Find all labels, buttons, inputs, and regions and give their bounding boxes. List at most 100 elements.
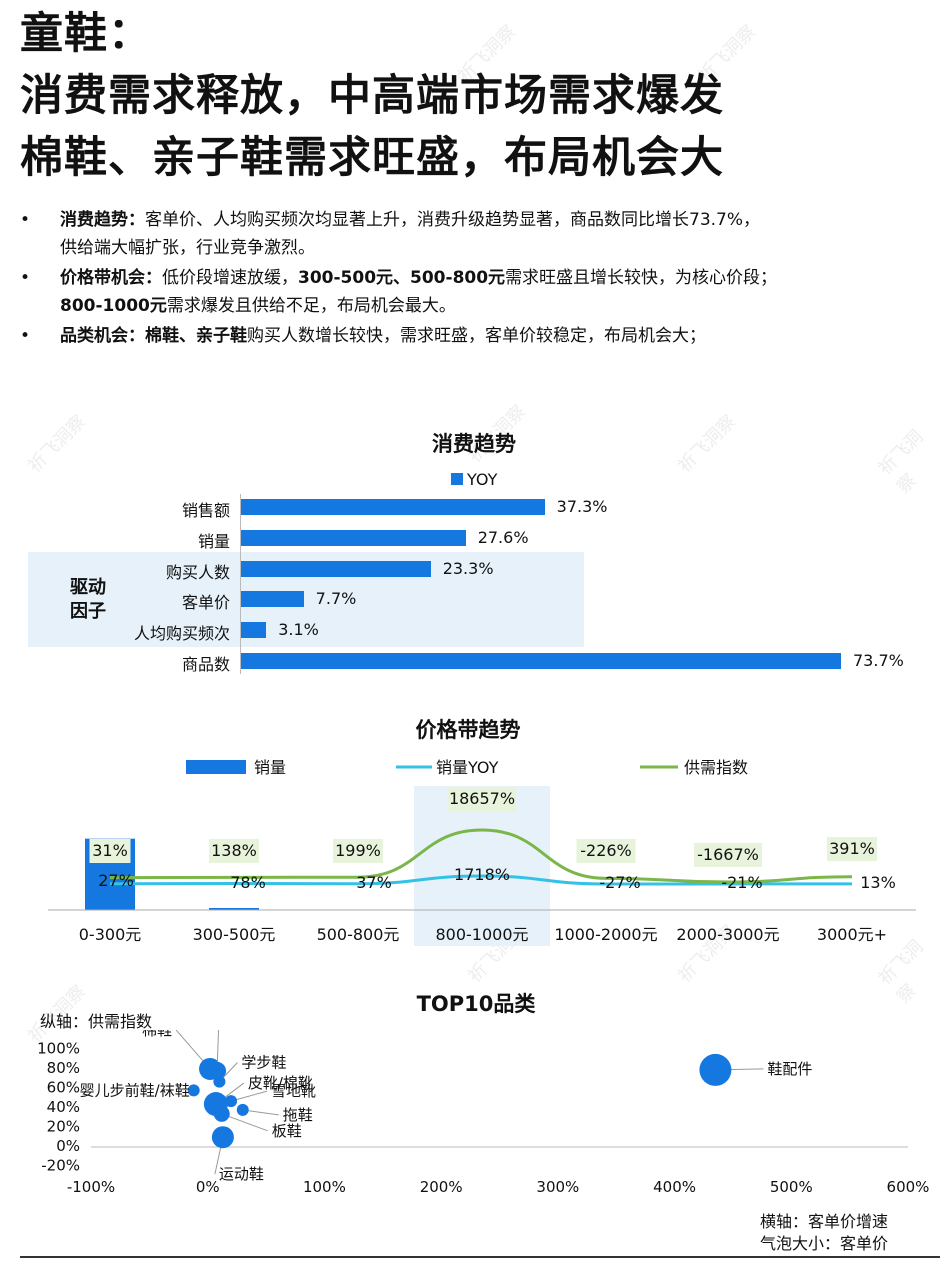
chart1-bar [241, 560, 431, 577]
chart3-x-tick: 0% [196, 1178, 220, 1196]
bullet-heading: 品类机会： [60, 326, 145, 346]
chart3-x-tick: -100% [67, 1178, 115, 1196]
chart3-svg: 100%80%60%40%20%0%-20%-100% 0% 100% 200% 300… [37, 1030, 930, 1196]
chart3-size-label: 气泡大小：客单价 [760, 1234, 889, 1253]
bullet-dot: • [20, 210, 31, 230]
chart2-supply-label: -226% [580, 841, 632, 860]
chart2-svg: 销量 销量YOY 供需指数 31% 138% 199% 18657% -226% -1667% 3… [48, 758, 916, 946]
chart2-legend-swatch-bar [186, 760, 246, 774]
bullet-heading: 消费趋势： [60, 210, 145, 230]
chart1-bar [241, 499, 545, 515]
chart3-bubble-label: 棉鞋 [142, 1030, 172, 1039]
chart3-bubble-label: 拖鞋 [283, 1106, 313, 1124]
bullet-heading: 价格带机会： [60, 268, 162, 288]
summary-bullets: • 消费趋势：客单价、人均购买频次均显著上升，消费升级趋势显著，商品数同比增长7… [20, 206, 930, 350]
chart2-category-label: 0-300元 [79, 925, 142, 944]
chart2-category-label: 2000-3000元 [676, 925, 779, 944]
bullet-text-bold: 棉鞋、亲子鞋 [145, 326, 247, 346]
chart3-callout-line [242, 1109, 279, 1116]
chart3-y-tick: -20% [41, 1157, 80, 1175]
chart2-line-yoy [109, 874, 853, 886]
chart1-value-label: 23.3% [442, 558, 494, 578]
chart3-bubble-label: 雪地靴 [271, 1082, 316, 1100]
chart3-bubble-label: 婴儿步前鞋/袜鞋 [80, 1081, 190, 1099]
bullet-text: 低价段增速放缓， [162, 268, 298, 288]
chart2-category-label: 500-800元 [317, 925, 400, 944]
chart3-y-tick: 100% [37, 1040, 80, 1058]
chart2-supply-label: 31% [92, 841, 128, 860]
chart2-yoy-label: 78% [230, 873, 266, 892]
chart2-yoy-label: 13% [860, 873, 896, 892]
driver-factor-label: 驱动因子 [70, 577, 106, 622]
chart3-bubble [208, 1061, 227, 1080]
chart1-bar [241, 529, 466, 546]
chart2-legend-label: 销量 [254, 758, 286, 777]
chart3-callout-line [230, 1090, 268, 1102]
chart2-category-label: 300-500元 [193, 925, 276, 944]
chart3-x-tick: 600% [887, 1178, 930, 1196]
bullet-text: 客单价、人均购买频次均显著上升，消费升级趋势显著，商品数同比增长73.7%， [145, 210, 761, 230]
chart2-supply-label: 199% [335, 841, 381, 860]
chart1-category-label: 购买人数 [165, 562, 230, 582]
chart1-value-label: 73.7% [853, 651, 904, 670]
chart3-y-tick: 60% [47, 1079, 80, 1097]
chart2-bar [209, 908, 259, 910]
chart3-x-axis-label: 横轴：客单价增速 [760, 1212, 889, 1231]
chart2-supply-label-bg [448, 787, 516, 811]
chart2-line-supply-demand [109, 828, 853, 884]
chart3-bubble-label: 运动鞋 [219, 1165, 264, 1183]
chart3-bubble [236, 1103, 249, 1116]
chart1-bar [241, 622, 267, 639]
chart2-supply-label: 18657% [449, 789, 515, 808]
chart1-bar [241, 591, 304, 608]
chart1-value-label: 7.7% [315, 589, 357, 609]
chart2-highlight-column [414, 786, 550, 946]
chart3-bubble [213, 1075, 226, 1088]
bullet-dot: • [20, 268, 31, 288]
chart3-x-tick: 100% [303, 1178, 346, 1196]
chart2-yoy-label: 37% [356, 873, 392, 892]
chart3-bubble [699, 1053, 732, 1086]
chart3-bubble-label: 鞋配件 [767, 1060, 812, 1078]
chart1-value-label: 3.1% [278, 620, 319, 640]
chart1-legend-swatch [451, 473, 463, 485]
chart3-bubble [187, 1084, 200, 1097]
chart3-x-tick: 500% [770, 1178, 813, 1196]
chart1-category-label: 客单价 [181, 593, 230, 613]
chart2-supply-label: 391% [829, 839, 875, 858]
chart2-supply-label-bg [576, 839, 636, 863]
chart2-legend-label: 供需指数 [684, 758, 748, 777]
chart3-bubble-label: 板鞋 [272, 1122, 302, 1140]
watermark-text: 祈飞洞察 [874, 426, 928, 498]
chart3-callout-line [221, 1113, 268, 1132]
chart2-yoy-label: 1718% [454, 865, 510, 884]
chart2-supply-label-bg [333, 839, 383, 863]
chart3-x-tick: 400% [653, 1178, 696, 1196]
chart3-x-tick: 300% [536, 1178, 579, 1196]
bullet-category: • 品类机会：棉鞋、亲子鞋购买人数增长较快，需求旺盛，客单价较稳定，布局机会大； [20, 322, 930, 350]
chart3-y-axis-label: 纵轴：供需指数 [40, 1012, 153, 1031]
chart1-axis [240, 494, 241, 674]
chart3-y-tick: 20% [47, 1118, 80, 1136]
bullet-consumption-trend: • 消费趋势：客单价、人均购买频次均显著上升，消费升级趋势显著，商品数同比增长7… [20, 206, 930, 262]
chart2-yoy-label: -27% [599, 873, 640, 892]
chart1-bar [241, 653, 841, 669]
chart3-callout-line [216, 1030, 220, 1071]
chart1-category-label: 人均购买频次 [133, 624, 230, 644]
chart2-supply-label: -1667% [697, 845, 759, 864]
bullet-text: 供给端大幅扩张，行业竞争激烈。 [60, 238, 315, 258]
chart3-y-tick: 0% [56, 1137, 80, 1155]
bullet-text-bold: 800-1000元 [60, 296, 167, 316]
chart3-bubble [211, 1126, 234, 1149]
chart2-supply-label: 138% [211, 841, 257, 860]
chart1-category-label: 商品数 [181, 655, 230, 674]
chart2-supply-label-bg [89, 839, 131, 863]
bullet-text-bold: 300-500元、500-800元 [298, 268, 506, 288]
chart1-category-label: 销售额 [181, 501, 230, 520]
page-title-line-3: 棉鞋、亲子鞋需求旺盛，布局机会大 [20, 133, 724, 183]
chart3-y-tick: 40% [47, 1098, 80, 1116]
bullet-text: 购买人数增长较快，需求旺盛，客单价较稳定，布局机会大； [247, 326, 706, 346]
bullet-text: 需求爆发且供给不足，布局机会最大。 [166, 296, 456, 316]
chart2-title: 价格带趋势 [415, 718, 521, 742]
page-title-line-2: 消费需求释放，中高端市场需求爆发 [20, 71, 724, 121]
